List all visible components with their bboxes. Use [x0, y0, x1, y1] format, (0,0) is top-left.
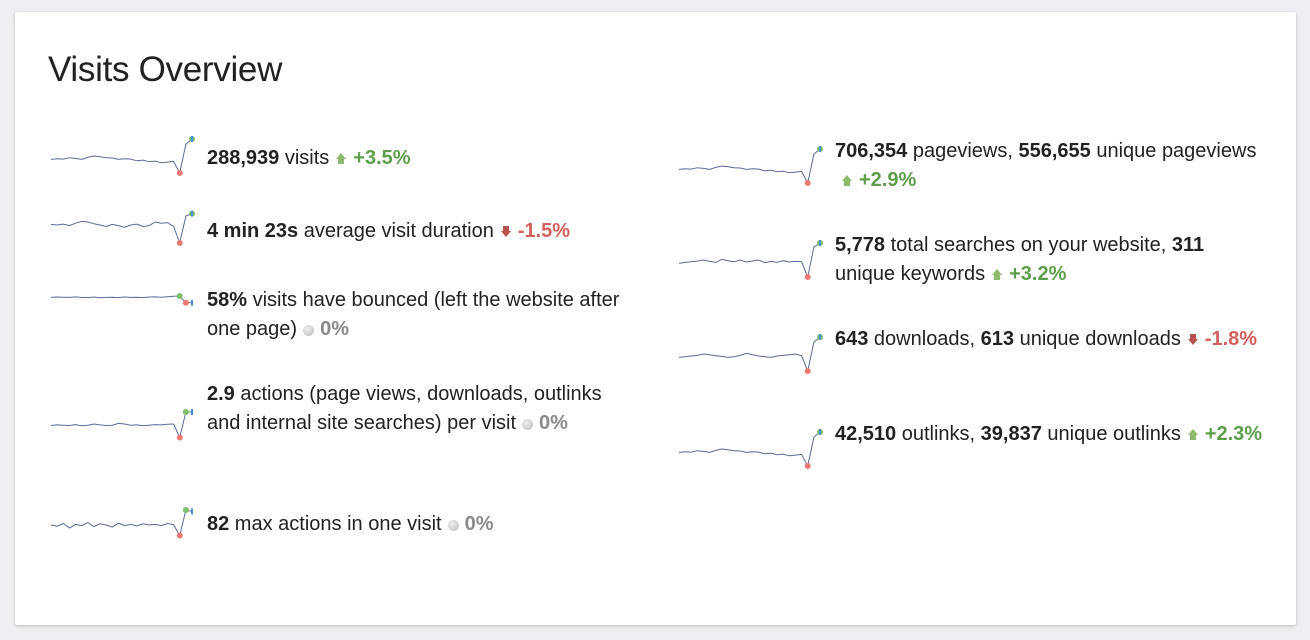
metric-value: 288,939 [207, 147, 280, 169]
widget-title: Visits Overview [48, 50, 283, 89]
metric-value: 82 [207, 513, 230, 535]
metric-value: 613 [980, 328, 1015, 350]
sparkline-path [50, 295, 192, 304]
sparkline-min-point [176, 170, 183, 176]
sparkline-path [678, 336, 821, 373]
neutral-dot-icon [303, 325, 315, 336]
metric-label: total searches on your website, [885, 234, 1172, 256]
sparkline-min-point [176, 240, 183, 246]
sparkline-path [50, 213, 193, 245]
metric-value: 556,655 [1018, 140, 1091, 162]
sparkline-min-point [176, 532, 183, 539]
metric-text: 2.9 actions (page views, downloads, outl… [207, 380, 627, 438]
metric-text: 42,510 outlinks, 39,837 unique outlinks +… [835, 420, 1265, 449]
trend-change: 0% [320, 318, 349, 340]
metric-label: visits have bounced (left the website af… [207, 289, 620, 340]
neutral-dot-icon [447, 520, 459, 531]
metric-text: 5,778 total searches on your website, 31… [835, 231, 1265, 289]
metric-value: 4 min 23s [207, 220, 299, 242]
sparkline[interactable] [49, 289, 199, 313]
sparkline-min-point [804, 180, 811, 186]
metric-label: average visit duration [298, 220, 494, 242]
metric-label: visits [279, 147, 330, 169]
metric-value: 42,510 [835, 423, 897, 445]
metric-label: unique outlinks [1041, 423, 1181, 445]
sparkline-max-point [182, 409, 189, 415]
metric-value: 706,354 [835, 140, 908, 162]
sparkline[interactable] [677, 334, 827, 374]
metric-text: 58% visits have bounced (left the websit… [207, 286, 627, 344]
sparkline-last-point [819, 429, 821, 435]
metric-label: outlinks, [896, 423, 981, 445]
metric-label: actions (page views, downloads, outlinks… [207, 383, 602, 434]
trend-change: -1.5% [517, 220, 571, 242]
sparkline[interactable] [677, 146, 827, 186]
metric-label: unique pageviews [1090, 140, 1257, 162]
sparkline-last-point [191, 409, 193, 415]
sparkline-min-point [182, 299, 189, 306]
trend-change: +2.3% [1204, 423, 1263, 445]
metric-value: 311 [1171, 234, 1205, 256]
metric-label: unique downloads [1014, 328, 1181, 350]
metric-value: 39,837 [980, 423, 1042, 445]
sparkline[interactable] [49, 210, 199, 246]
metric-value: 5,778 [835, 234, 886, 256]
trend-change: 0% [539, 412, 568, 434]
sparkline-last-point [819, 334, 821, 340]
metric-text: 288,939 visits +3.5% [207, 144, 647, 173]
sparkline-last-point [191, 508, 193, 515]
arrow-up-icon [991, 269, 1003, 281]
metric-value: 58% [207, 289, 248, 311]
trend-change: -1.8% [1204, 328, 1258, 350]
metric-text: 643 downloads, 613 unique downloads -1.8% [835, 325, 1265, 354]
sparkline-path [50, 509, 193, 537]
sparkline-last-point [191, 136, 193, 142]
sparkline[interactable] [49, 504, 199, 540]
neutral-dot-icon [522, 419, 534, 430]
sparkline-max-point [182, 507, 189, 513]
sparkline-last-point [819, 240, 821, 246]
arrow-up-icon [335, 153, 347, 165]
arrow-up-icon [1187, 429, 1199, 441]
metric-text: 4 min 23s average visit duration -1.5% [207, 217, 677, 246]
metric-label: unique keywords [835, 263, 986, 285]
sparkline-last-point [819, 146, 821, 152]
metric-text: 82 max actions in one visit 0% [207, 510, 647, 539]
sparkline[interactable] [677, 240, 827, 280]
metric-label: downloads, [868, 328, 981, 350]
metric-label: max actions in one visit [229, 513, 442, 535]
metric-value: 2.9 [207, 383, 235, 405]
sparkline-path [678, 431, 821, 468]
metric-text: 706,354 pageviews, 556,655 unique pagevi… [835, 137, 1265, 195]
arrow-down-icon [1187, 334, 1199, 346]
sparkline-min-point [176, 434, 183, 441]
arrow-up-icon [841, 175, 853, 187]
sparkline-path [678, 242, 821, 279]
sparkline-min-point [804, 368, 811, 374]
sparkline-path [50, 411, 192, 440]
sparkline-last-point [191, 210, 193, 217]
sparkline-min-point [804, 463, 811, 469]
trend-change: +3.2% [1009, 263, 1067, 285]
sparkline-path [678, 148, 821, 185]
sparkline-min-point [804, 274, 811, 280]
trend-change: +2.9% [859, 169, 917, 191]
metric-value: 643 [835, 328, 869, 350]
sparkline[interactable] [49, 406, 199, 442]
visits-overview-card: Visits Overview 288,939 visits +3.5% 4 mi… [15, 12, 1296, 625]
trend-change: +3.5% [353, 147, 411, 169]
sparkline[interactable] [49, 136, 199, 176]
sparkline-last-point [191, 299, 193, 306]
arrow-down-icon [500, 226, 512, 238]
sparkline[interactable] [677, 429, 827, 469]
sparkline-max-point [176, 292, 183, 299]
sparkline-path [50, 138, 193, 175]
trend-change: 0% [464, 513, 494, 535]
metric-label: pageviews, [907, 140, 1019, 162]
